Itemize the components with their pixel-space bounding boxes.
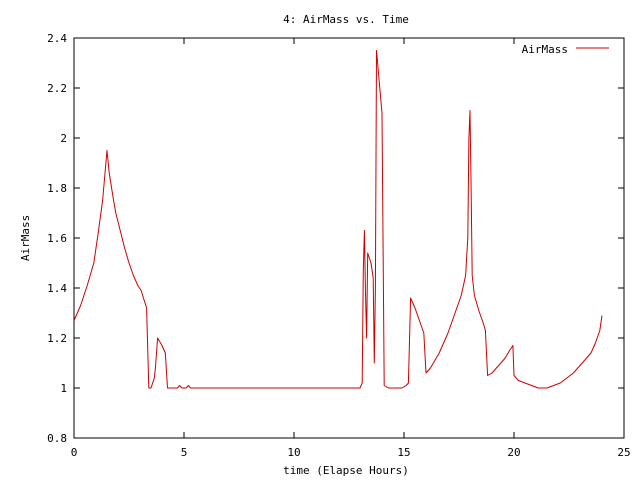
y-tick-label: 1.4: [47, 282, 67, 295]
x-tick-label: 25: [617, 446, 630, 459]
y-tick-label: 2.4: [47, 32, 67, 45]
x-axis-label: time (Elapse Hours): [283, 464, 409, 477]
series-line-airmass: [73, 50, 603, 389]
x-tick-label: 15: [397, 446, 410, 459]
x-tick-label: 10: [287, 446, 300, 459]
y-tick-label: 1: [60, 382, 67, 395]
legend-label-airmass: AirMass: [522, 43, 568, 56]
y-tick-label: 0.8: [47, 432, 67, 445]
y-tick-label: 2.2: [47, 82, 67, 95]
y-tick-label: 1.8: [47, 182, 67, 195]
x-axis: 0 5 10 15 20 25: [71, 38, 631, 459]
y-axis-label: AirMass: [19, 215, 32, 261]
y-axis: 0.8 1 1.2 1.4 1.6 1.8 2 2.2 2.4: [47, 32, 624, 445]
x-tick-label: 5: [181, 446, 188, 459]
legend: AirMass: [522, 43, 609, 56]
series-layer: [73, 50, 603, 389]
y-tick-label: 1.2: [47, 332, 67, 345]
y-tick-label: 2: [60, 132, 67, 145]
chart-title: 4: AirMass vs. Time: [283, 13, 409, 26]
x-tick-label: 20: [507, 446, 520, 459]
y-tick-label: 1.6: [47, 232, 67, 245]
x-tick-label: 0: [71, 446, 78, 459]
